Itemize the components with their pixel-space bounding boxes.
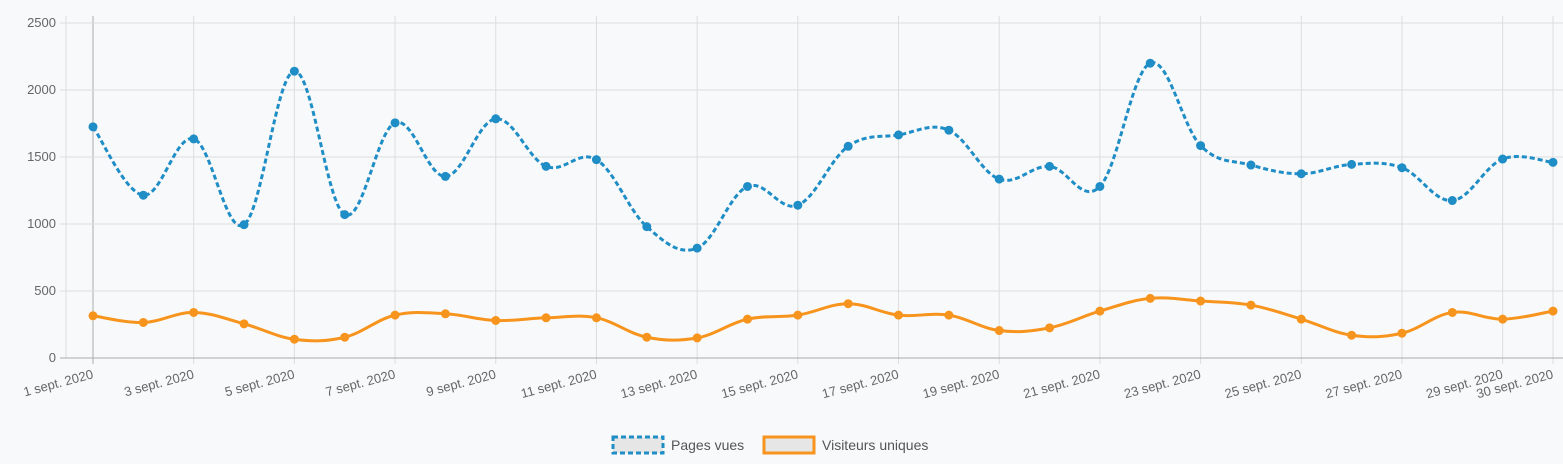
data-point-visiteurs-uniques (1397, 328, 1407, 338)
y-tick-label: 1000 (27, 216, 56, 231)
data-point-pages-vues (1447, 196, 1457, 206)
data-point-visiteurs-uniques (340, 332, 350, 342)
data-point-visiteurs-uniques (239, 319, 249, 329)
series-line-pages-vues (91, 61, 1554, 252)
data-point-pages-vues (491, 114, 501, 124)
data-point-visiteurs-uniques (692, 333, 702, 343)
data-point-pages-vues (1347, 159, 1357, 169)
data-point-visiteurs-uniques (1447, 307, 1457, 317)
data-point-pages-vues (1296, 169, 1306, 179)
data-point-pages-vues (742, 181, 752, 191)
legend-label-pages-vues: Pages vues (671, 437, 744, 453)
data-point-visiteurs-uniques (1548, 306, 1558, 316)
data-point-visiteurs-uniques (1095, 306, 1105, 316)
x-tick-label: 19 sept. 2020 (921, 366, 1001, 401)
data-point-visiteurs-uniques (1045, 323, 1055, 333)
data-point-visiteurs-uniques (944, 310, 954, 320)
data-point-pages-vues (390, 118, 400, 128)
data-point-pages-vues (1548, 157, 1558, 167)
data-point-visiteurs-uniques (541, 313, 551, 323)
data-point-pages-vues (591, 155, 601, 165)
data-point-pages-vues (843, 141, 853, 151)
y-tick-label: 2000 (27, 82, 56, 97)
data-point-visiteurs-uniques (138, 317, 148, 327)
data-point-visiteurs-uniques (1145, 293, 1155, 303)
data-point-pages-vues (189, 134, 199, 144)
data-point-pages-vues (289, 66, 299, 76)
data-point-visiteurs-uniques (440, 309, 450, 319)
data-point-pages-vues (1246, 160, 1256, 170)
data-point-visiteurs-uniques (994, 326, 1004, 336)
data-point-pages-vues (88, 122, 98, 132)
x-axis: 1 sept. 2020 3 sept. 2020 5 sept. 2020 7 se… (22, 366, 1555, 401)
data-point-visiteurs-uniques (491, 315, 501, 325)
data-point-pages-vues (1095, 181, 1105, 191)
y-axis: 0 500 1000 1500 2000 2500 (27, 15, 56, 365)
legend-label-visiteurs-uniques: Visiteurs uniques (822, 437, 928, 453)
x-tick-label: 15 sept. 2020 (720, 366, 800, 401)
data-point-pages-vues (239, 220, 249, 230)
data-point-pages-vues (340, 210, 350, 220)
y-tick-label: 0 (49, 350, 56, 365)
x-tick-label: 1 sept. 2020 (22, 366, 95, 399)
data-point-visiteurs-uniques (642, 332, 652, 342)
legend-swatch-visiteurs-uniques (762, 435, 816, 455)
series-line-visiteurs-uniques (92, 296, 1554, 343)
data-point-pages-vues (1196, 141, 1206, 151)
data-point-visiteurs-uniques (793, 310, 803, 320)
series-lines (91, 61, 1554, 343)
x-tick-label: 23 sept. 2020 (1122, 366, 1202, 401)
x-tick-label: 5 sept. 2020 (223, 366, 296, 399)
x-tick-label: 13 sept. 2020 (619, 366, 699, 401)
x-tick-label: 25 sept. 2020 (1223, 366, 1303, 401)
data-point-pages-vues (994, 174, 1004, 184)
data-point-visiteurs-uniques (390, 310, 400, 320)
x-tick-label: 9 sept. 2020 (425, 366, 498, 399)
data-point-visiteurs-uniques (1347, 330, 1357, 340)
series-points (88, 58, 1558, 344)
data-point-pages-vues (692, 243, 702, 253)
data-point-visiteurs-uniques (289, 334, 299, 344)
x-tick-label: 17 sept. 2020 (820, 366, 900, 401)
data-point-visiteurs-uniques (1246, 300, 1256, 310)
data-point-pages-vues (440, 171, 450, 181)
grid (60, 16, 1563, 364)
data-point-visiteurs-uniques (189, 307, 199, 317)
data-point-pages-vues (138, 190, 148, 200)
data-point-pages-vues (1145, 58, 1155, 68)
data-point-pages-vues (894, 130, 904, 140)
data-point-visiteurs-uniques (894, 310, 904, 320)
data-point-visiteurs-uniques (1196, 296, 1206, 306)
y-tick-label: 1500 (27, 149, 56, 164)
data-point-pages-vues (944, 125, 954, 135)
data-point-pages-vues (541, 161, 551, 171)
data-point-visiteurs-uniques (88, 311, 98, 321)
data-point-visiteurs-uniques (843, 299, 853, 309)
data-point-pages-vues (642, 222, 652, 232)
data-point-visiteurs-uniques (591, 313, 601, 323)
y-tick-label: 500 (34, 283, 56, 298)
x-tick-label: 21 sept. 2020 (1022, 366, 1102, 401)
x-tick-label: 3 sept. 2020 (122, 366, 195, 399)
data-point-pages-vues (793, 200, 803, 210)
data-point-visiteurs-uniques (1498, 314, 1508, 324)
data-point-pages-vues (1045, 161, 1055, 171)
x-tick-label: 11 sept. 2020 (519, 366, 598, 401)
x-tick-label: 7 sept. 2020 (324, 366, 397, 399)
x-tick-label: 27 sept. 2020 (1324, 366, 1404, 401)
data-point-visiteurs-uniques (742, 314, 752, 324)
legend-swatch-pages-vues (611, 435, 665, 455)
y-tick-label: 2500 (27, 15, 56, 30)
data-point-pages-vues (1397, 163, 1407, 173)
data-point-pages-vues (1498, 154, 1508, 164)
legend: Pages vues Visiteurs uniques (611, 435, 928, 455)
data-point-visiteurs-uniques (1296, 314, 1306, 324)
